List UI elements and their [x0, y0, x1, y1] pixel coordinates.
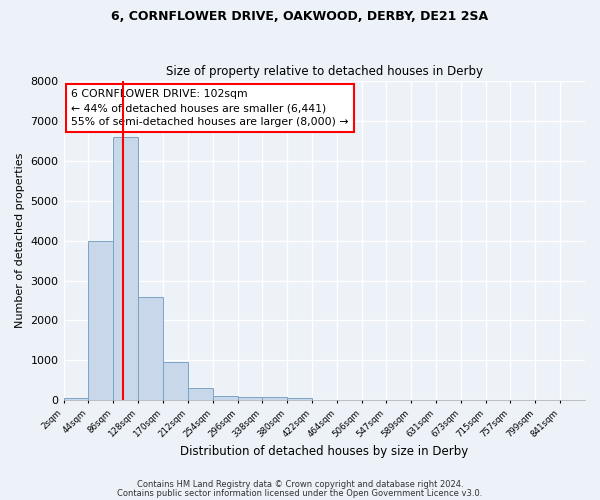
Bar [238, 397, 262, 400]
Title: Size of property relative to detached houses in Derby: Size of property relative to detached ho… [166, 66, 483, 78]
Bar [113, 137, 138, 400]
X-axis label: Distribution of detached houses by size in Derby: Distribution of detached houses by size … [180, 444, 469, 458]
Bar [88, 240, 113, 400]
Bar [262, 398, 287, 400]
Text: 6, CORNFLOWER DRIVE, OAKWOOD, DERBY, DE21 2SA: 6, CORNFLOWER DRIVE, OAKWOOD, DERBY, DE2… [112, 10, 488, 23]
Text: Contains HM Land Registry data © Crown copyright and database right 2024.: Contains HM Land Registry data © Crown c… [137, 480, 463, 489]
Bar [212, 396, 238, 400]
Text: 6 CORNFLOWER DRIVE: 102sqm
← 44% of detached houses are smaller (6,441)
55% of s: 6 CORNFLOWER DRIVE: 102sqm ← 44% of deta… [71, 89, 349, 127]
Bar [188, 388, 212, 400]
Bar [64, 398, 88, 400]
Bar [287, 398, 312, 400]
Y-axis label: Number of detached properties: Number of detached properties [15, 153, 25, 328]
Text: Contains public sector information licensed under the Open Government Licence v3: Contains public sector information licen… [118, 488, 482, 498]
Bar [138, 296, 163, 401]
Bar [163, 362, 188, 401]
